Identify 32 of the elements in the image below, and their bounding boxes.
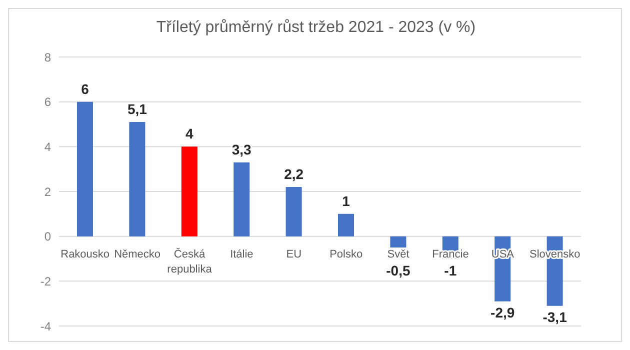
y-tick-label: 4	[44, 140, 52, 154]
y-tick-label: -2	[40, 274, 52, 288]
data-label: -3,1	[542, 308, 568, 325]
bar	[129, 122, 146, 236]
bar	[338, 214, 354, 236]
bar	[234, 162, 250, 236]
data-label: -0,5	[386, 262, 410, 279]
data-label: 3,3	[232, 141, 252, 158]
bar	[390, 236, 406, 248]
data-label: -1	[444, 262, 457, 279]
x-tick-label: Česká republika	[167, 248, 213, 276]
y-tick-label: 8	[44, 50, 52, 64]
data-label: 6	[81, 80, 90, 97]
data-label: 5,1	[127, 101, 148, 118]
y-tick-label: 2	[44, 184, 52, 199]
data-label: 4	[186, 126, 194, 142]
bar	[286, 187, 302, 236]
bar	[77, 102, 93, 236]
y-tick-label: 6	[44, 95, 52, 110]
chart-title: Tříletý průměrný růst tržeb 2021 - 2023 (v %)	[155, 19, 477, 37]
y-tick-label: -4	[40, 319, 52, 334]
x-tick-label: EU	[286, 248, 302, 261]
x-tick-label: Itálie	[230, 248, 254, 261]
y-tick-label: 0	[44, 230, 52, 244]
x-tick-label: Rakousko	[60, 248, 110, 261]
x-tick-label: Polsko	[330, 248, 363, 261]
data-label: -2,9	[490, 304, 515, 320]
x-tick-label: Svět	[387, 248, 410, 261]
data-label: 2,2	[284, 166, 304, 182]
x-tick-label: Německo	[114, 248, 161, 261]
bar	[181, 146, 198, 236]
data-label: 1	[342, 192, 350, 209]
